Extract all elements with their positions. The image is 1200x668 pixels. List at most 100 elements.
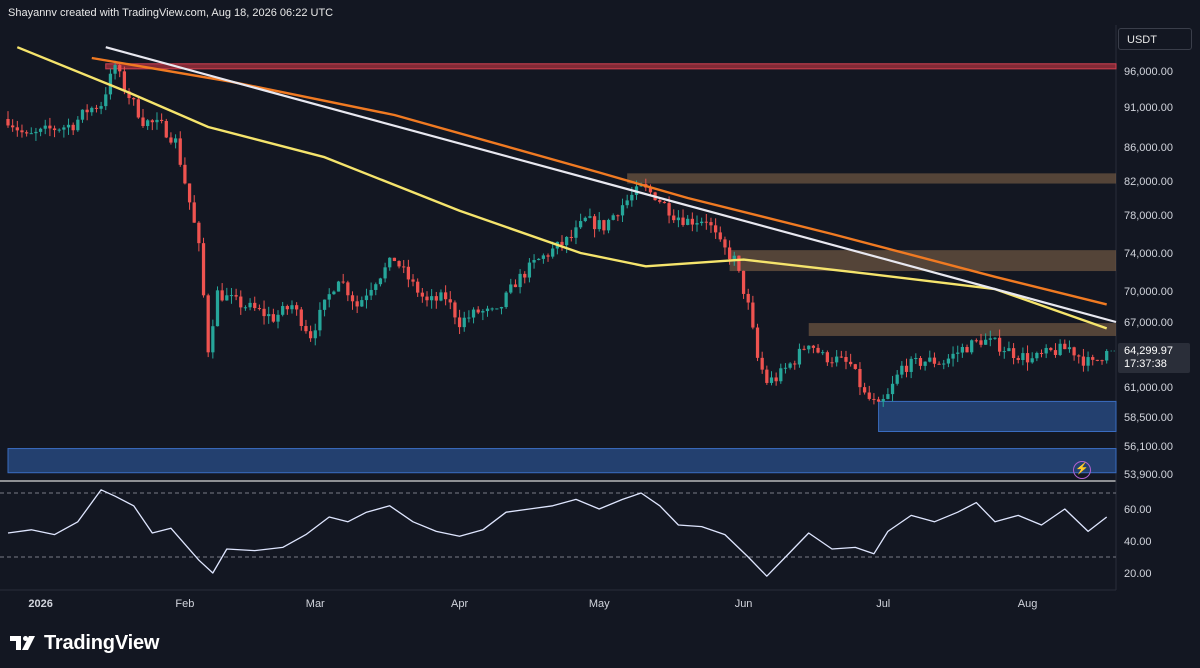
time-tick-label: Jun [735, 598, 753, 610]
candle [881, 394, 885, 407]
candle [1030, 352, 1034, 364]
candle-body [727, 247, 732, 260]
candle-body [6, 119, 10, 126]
candle-body [597, 220, 601, 230]
candle-body [164, 120, 168, 138]
candle-body [648, 187, 653, 193]
candle [1072, 346, 1076, 361]
candle-body [360, 300, 364, 307]
candle [448, 291, 452, 310]
candle [937, 361, 941, 365]
candle-body [183, 164, 187, 184]
candle [965, 344, 969, 353]
candle [597, 212, 601, 232]
candle [732, 251, 736, 266]
moving-average-orange [91, 56, 1107, 306]
candle-body [625, 200, 629, 206]
candle-body [662, 201, 667, 204]
candles [6, 60, 1109, 407]
candle [439, 289, 443, 302]
candle-body [839, 356, 843, 358]
candle [299, 306, 303, 331]
candle [462, 311, 466, 332]
candle-body [569, 236, 573, 238]
candle-body [560, 241, 564, 246]
candle-body [1105, 351, 1109, 361]
time-tick-label: Mar [306, 598, 325, 610]
candle [984, 333, 988, 345]
candle [932, 352, 937, 368]
candle-body [895, 374, 899, 384]
candle [1025, 345, 1030, 371]
candle-body [532, 259, 536, 263]
zone-resistance [808, 323, 1116, 336]
candle-body [155, 119, 159, 123]
candle-body [104, 94, 108, 107]
candle-body [197, 222, 201, 244]
price-pane[interactable] [0, 25, 1117, 591]
candle [308, 325, 313, 342]
candle-body [448, 299, 452, 303]
candle [355, 295, 359, 314]
candle [411, 274, 415, 287]
price-axis[interactable]: 96,000.00 91,000.00 86,000.00 82,000.00 78,0… [1124, 66, 1173, 481]
candle [248, 298, 252, 311]
candle [797, 343, 802, 368]
candle [746, 288, 750, 310]
candle-body [327, 294, 331, 300]
candle-body [783, 367, 788, 369]
candle-body [942, 363, 946, 365]
candle-body [290, 305, 294, 310]
time-axis[interactable]: 2026 Feb Mar Apr May Jun Jul Aug [28, 598, 1037, 610]
candle-body [718, 232, 722, 240]
candle-body [1086, 357, 1090, 366]
candle-body [136, 99, 140, 118]
candle [858, 362, 862, 396]
candle [904, 358, 909, 378]
candle-body [769, 377, 774, 383]
candle-body [1063, 343, 1067, 350]
candle [383, 262, 387, 283]
candle [6, 111, 10, 128]
candle-body [80, 109, 85, 120]
candle [811, 344, 816, 354]
candle-body [43, 125, 47, 129]
candle-body [434, 296, 438, 301]
candle-body [1091, 357, 1095, 360]
candle [681, 209, 685, 227]
candle-body [239, 296, 243, 308]
candle [914, 353, 918, 364]
candle-body [723, 239, 727, 248]
candle [336, 280, 341, 292]
rsi-pane[interactable] [0, 489, 1116, 577]
candle-body [1072, 347, 1076, 356]
candle [271, 308, 275, 323]
candle [192, 195, 196, 223]
candle [1100, 359, 1104, 365]
candle-body [611, 215, 615, 220]
candle-body [825, 352, 829, 363]
candle-body [229, 295, 234, 297]
candle [783, 363, 788, 374]
candle-body [849, 361, 853, 365]
currency-button[interactable]: USDT [1118, 28, 1192, 50]
candle-body [388, 257, 392, 268]
lightning-icon[interactable]: ⚡ [1073, 461, 1091, 479]
candle-body [858, 368, 862, 388]
candle-body [160, 119, 164, 121]
candle [495, 308, 499, 310]
price-tick-label: 56,100.00 [1124, 441, 1173, 453]
candle [527, 258, 532, 283]
candle-body [523, 273, 527, 278]
candle-body [374, 284, 378, 290]
tradingview-brand[interactable]: TradingView [10, 629, 159, 657]
candle [1021, 347, 1025, 366]
candle-body [52, 128, 57, 131]
candle [285, 304, 289, 315]
candle-body [211, 326, 215, 353]
candle-body [499, 307, 504, 309]
candle-body [797, 348, 802, 365]
candle-body [285, 306, 289, 310]
candle-body [565, 236, 569, 246]
candle-body [11, 125, 15, 128]
